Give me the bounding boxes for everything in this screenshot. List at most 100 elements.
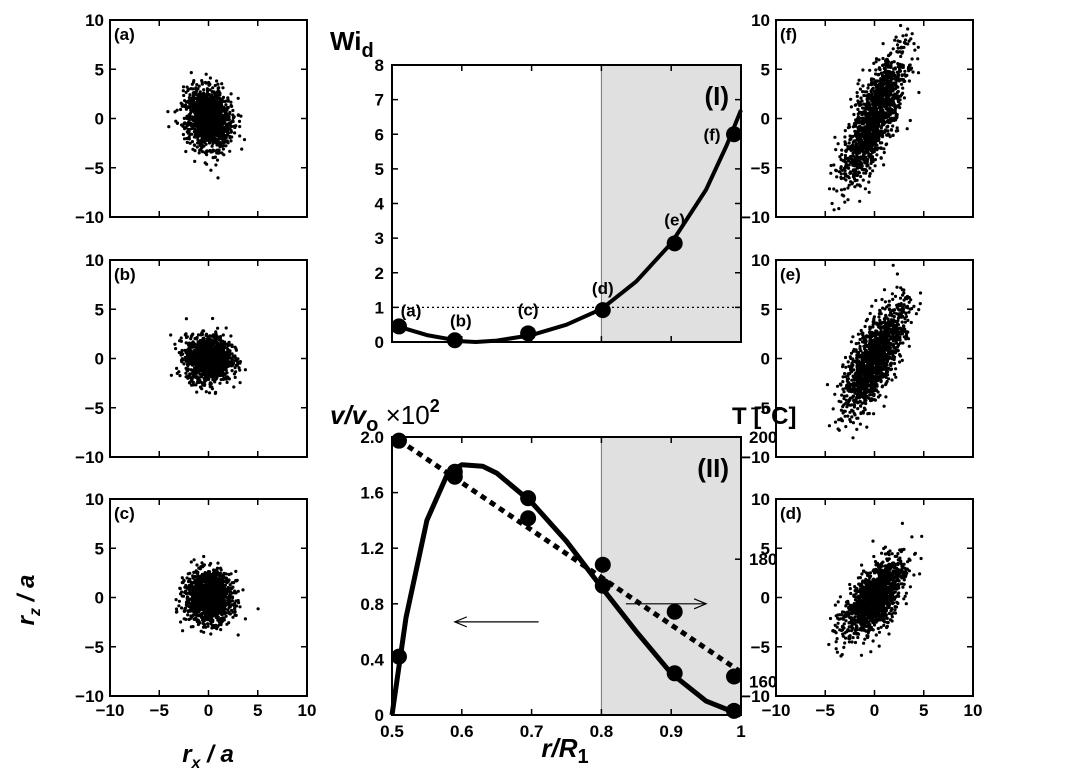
data-point xyxy=(199,606,203,610)
data-point xyxy=(204,81,208,85)
data-point xyxy=(215,95,219,99)
data-point xyxy=(226,598,231,602)
data-point xyxy=(206,611,210,615)
data-point xyxy=(210,577,214,581)
data-point xyxy=(916,57,920,61)
data-point xyxy=(231,615,235,619)
data-point xyxy=(908,63,912,67)
data-point xyxy=(213,612,217,616)
data-point xyxy=(212,571,216,575)
data-point xyxy=(200,360,204,364)
data-point xyxy=(211,343,215,347)
data-point xyxy=(211,625,215,629)
data-point xyxy=(185,368,190,372)
data-point xyxy=(196,340,200,344)
data-point xyxy=(180,606,184,610)
data-point xyxy=(201,126,205,130)
data-point xyxy=(187,341,191,345)
data-point xyxy=(211,141,215,146)
data-point xyxy=(207,83,211,87)
data-point xyxy=(187,591,191,595)
data-point xyxy=(210,102,214,106)
data-point xyxy=(209,168,213,172)
data-point xyxy=(902,96,907,100)
panel-label: (f) xyxy=(780,25,797,44)
y-tick-label: −10 xyxy=(75,208,104,227)
data-point xyxy=(861,84,865,88)
data-point xyxy=(209,371,214,375)
data-point xyxy=(208,108,212,112)
data-point xyxy=(209,572,213,577)
data-point xyxy=(182,116,186,120)
data-point xyxy=(214,163,218,167)
data-point xyxy=(211,133,215,137)
data-point xyxy=(214,110,218,114)
data-point xyxy=(230,599,234,603)
data-point xyxy=(197,353,201,357)
data-point xyxy=(221,578,225,582)
data-point xyxy=(211,130,215,134)
data-point xyxy=(184,583,188,588)
data-point xyxy=(237,366,241,370)
data-point xyxy=(901,86,905,90)
data-point xyxy=(175,371,179,375)
y-tick-label: 0 xyxy=(95,350,104,369)
data-point xyxy=(208,585,213,589)
data-point xyxy=(224,118,229,122)
data-point xyxy=(191,625,195,629)
data-point xyxy=(217,114,221,118)
data-point xyxy=(234,569,238,574)
data-point xyxy=(212,601,216,606)
data-point xyxy=(199,574,203,578)
data-point xyxy=(185,603,189,608)
data-point xyxy=(202,342,206,346)
data-point xyxy=(219,125,223,129)
data-point xyxy=(180,123,184,127)
data-point xyxy=(209,561,213,566)
data-point xyxy=(210,589,214,593)
data-point xyxy=(229,92,233,96)
data-point xyxy=(190,140,194,144)
data-point xyxy=(238,134,242,138)
data-point xyxy=(205,108,210,112)
data-point xyxy=(191,106,195,110)
data-point xyxy=(221,344,225,348)
data-point xyxy=(203,578,207,582)
data-point xyxy=(842,194,846,198)
data-point xyxy=(236,633,240,637)
data-point xyxy=(224,326,228,330)
data-point xyxy=(184,125,188,130)
data-point xyxy=(185,85,189,89)
data-point xyxy=(223,340,227,344)
data-point xyxy=(185,130,189,134)
data-point xyxy=(192,604,196,608)
data-point xyxy=(217,86,221,90)
data-point xyxy=(195,563,199,567)
panel-label: (c) xyxy=(114,504,135,523)
data-point xyxy=(217,365,221,369)
data-point xyxy=(199,126,203,130)
y-tick-label: −10 xyxy=(741,208,770,227)
data-point xyxy=(219,628,223,632)
data-point xyxy=(184,107,188,111)
data-point xyxy=(910,32,914,36)
data-point xyxy=(221,599,225,604)
data-point xyxy=(203,593,207,597)
data-point xyxy=(177,604,181,608)
data-point xyxy=(205,87,209,91)
data-point xyxy=(219,568,223,572)
data-point xyxy=(219,584,223,588)
data-point xyxy=(206,601,210,605)
data-point xyxy=(225,140,229,144)
data-point xyxy=(198,148,202,152)
data-point xyxy=(201,565,205,569)
data-point xyxy=(221,333,225,337)
data-point xyxy=(178,374,182,378)
data-point xyxy=(832,163,836,167)
y-tick-label: 10 xyxy=(751,11,770,30)
data-point xyxy=(220,604,224,608)
data-point xyxy=(184,317,188,321)
data-point xyxy=(193,575,197,579)
data-point xyxy=(182,609,186,614)
data-point xyxy=(211,86,215,90)
